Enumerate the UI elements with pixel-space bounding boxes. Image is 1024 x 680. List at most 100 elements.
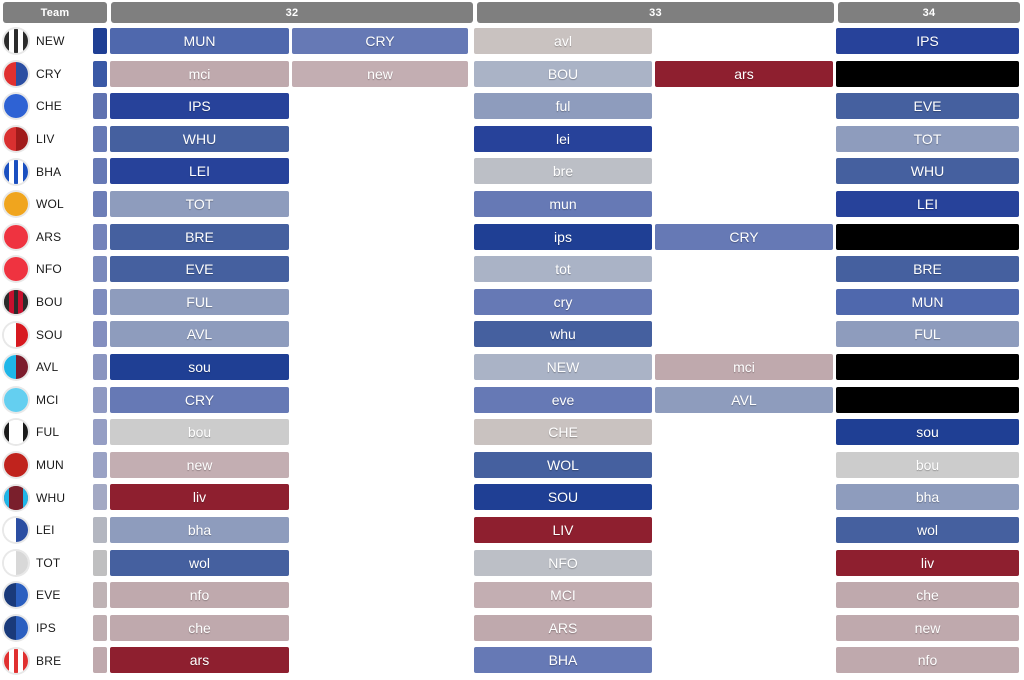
fixture-cell-gw34-primary[interactable]: BRE	[836, 256, 1019, 283]
fixture-cell-gw33-secondary[interactable]: AVL	[655, 386, 833, 413]
fixture-cell-gw32-secondary[interactable]: CRY	[292, 28, 468, 54]
fixture-cell-gw34-primary[interactable]: EVE	[836, 93, 1019, 120]
fixture-cell-gw33-primary[interactable]: ARS	[474, 614, 652, 641]
fixture-cell-gw32-primary[interactable]: ars	[110, 647, 289, 674]
badge-stripe	[23, 290, 28, 315]
team-cell-bou[interactable]: BOU	[0, 286, 92, 319]
fixture-cell-gw32-primary[interactable]: liv	[110, 484, 289, 511]
fixture-cell-gw33-primary[interactable]: ful	[474, 93, 652, 120]
fixture-cell-gw34-primary[interactable]: new	[836, 614, 1019, 641]
team-abbr-label: BRE	[36, 653, 62, 668]
fixture-cell-gw34-primary[interactable]	[836, 60, 1019, 87]
team-cell-whu[interactable]: WHU	[0, 481, 92, 514]
team-cell-new[interactable]: NEW	[0, 25, 92, 58]
team-cell-ars[interactable]: ARS	[0, 221, 92, 254]
fixture-cell-gw32-primary[interactable]: CRY	[110, 386, 289, 413]
fixture-cell-gw32-primary[interactable]: bou	[110, 419, 289, 446]
fixture-cell-gw33-secondary[interactable]: CRY	[655, 223, 833, 250]
team-cell-tot[interactable]: TOT	[0, 547, 92, 580]
fixture-cell-gw34-primary[interactable]: wol	[836, 516, 1019, 543]
fixture-cell-gw34-primary[interactable]: IPS	[836, 28, 1019, 54]
fixture-cell-gw33-primary[interactable]: cry	[474, 288, 652, 315]
fixture-cell-gw32-primary[interactable]: sou	[110, 353, 289, 380]
fixture-cell-gw33-primary[interactable]: whu	[474, 321, 652, 348]
fixture-cell-gw34-primary[interactable]: TOT	[836, 125, 1019, 152]
team-cell-che[interactable]: CHE	[0, 90, 92, 123]
team-abbr-label: EVE	[36, 588, 61, 603]
fixture-cell-gw32-primary[interactable]: BRE	[110, 223, 289, 250]
fixture-cell-gw33-primary[interactable]: ips	[474, 223, 652, 250]
fixture-cell-gw32-primary[interactable]: LEI	[110, 158, 289, 185]
fixture-cell-gw33-primary[interactable]: BHA	[474, 647, 652, 674]
fixture-cell-gw34-primary[interactable]	[836, 353, 1019, 380]
fixture-cell-gw32-primary[interactable]: IPS	[110, 93, 289, 120]
fixture-cell-gw32-primary[interactable]: TOT	[110, 190, 289, 217]
header-team[interactable]: Team	[3, 2, 107, 23]
fixture-cell-gw33-primary[interactable]: bre	[474, 158, 652, 185]
fixture-cell-gw32-secondary[interactable]: new	[292, 60, 468, 87]
fixture-cell-gw32-primary[interactable]: new	[110, 451, 289, 478]
fixture-cell-gw34-primary[interactable]: bou	[836, 451, 1019, 478]
fixture-cell-gw33-primary[interactable]: lei	[474, 125, 652, 152]
team-cell-eve[interactable]: EVE	[0, 579, 92, 612]
fixture-cell-gw33-primary[interactable]: mun	[474, 190, 652, 217]
fixture-cell-gw33-secondary[interactable]: ars	[655, 60, 833, 87]
badge-fill	[4, 224, 28, 249]
team-cell-bre[interactable]: BRE	[0, 644, 92, 677]
header-gw-33[interactable]: 33	[477, 2, 834, 23]
team-cell-nfo[interactable]: NFO	[0, 253, 92, 286]
fixture-cell-gw32-primary[interactable]: wol	[110, 549, 289, 576]
team-cell-ful[interactable]: FUL	[0, 416, 92, 449]
fixture-cell-gw32-primary[interactable]: AVL	[110, 321, 289, 348]
difficulty-strip	[93, 321, 107, 348]
fixture-cell-gw33-primary[interactable]: avl	[474, 28, 652, 54]
fixture-cell-gw32-primary[interactable]: che	[110, 614, 289, 641]
fixture-cell-gw34-primary[interactable]: che	[836, 582, 1019, 609]
badge-stripe	[4, 159, 9, 184]
badge-left-half	[4, 518, 16, 543]
fixture-cell-gw32-primary[interactable]: nfo	[110, 582, 289, 609]
fixture-cell-gw33-primary[interactable]: WOL	[474, 451, 652, 478]
fixture-cell-gw32-primary[interactable]: EVE	[110, 256, 289, 283]
fixture-cell-gw34-primary[interactable]: liv	[836, 549, 1019, 576]
fixture-cell-gw34-primary[interactable]: LEI	[836, 190, 1019, 217]
fixture-cell-gw32-primary[interactable]: WHU	[110, 125, 289, 152]
team-abbr-label: SOU	[36, 327, 63, 342]
fixture-cell-gw34-primary[interactable]	[836, 223, 1019, 250]
fixture-cell-gw33-primary[interactable]: MCI	[474, 582, 652, 609]
team-cell-wol[interactable]: WOL	[0, 188, 92, 221]
team-cell-bha[interactable]: BHA	[0, 155, 92, 188]
team-cell-mci[interactable]: MCI	[0, 384, 92, 417]
fixture-cell-gw33-primary[interactable]: tot	[474, 256, 652, 283]
fixture-cell-gw33-primary[interactable]: LIV	[474, 516, 652, 543]
fixture-cell-gw33-primary[interactable]: CHE	[474, 419, 652, 446]
fixture-cell-gw33-primary[interactable]: eve	[474, 386, 652, 413]
badge-right-half	[16, 550, 28, 575]
fixture-cell-gw33-primary[interactable]: SOU	[474, 484, 652, 511]
fixture-cell-gw33-primary[interactable]: NFO	[474, 549, 652, 576]
fixture-cell-gw34-primary[interactable]: MUN	[836, 288, 1019, 315]
fixture-cell-gw34-primary[interactable]: sou	[836, 419, 1019, 446]
header-gw-32[interactable]: 32	[111, 2, 473, 23]
team-cell-ips[interactable]: IPS	[0, 612, 92, 645]
team-abbr-label: LIV	[36, 132, 55, 147]
fixture-cell-gw32-primary[interactable]: mci	[110, 60, 289, 87]
fixture-cell-gw33-primary[interactable]: NEW	[474, 353, 652, 380]
fixture-cell-gw34-primary[interactable]: FUL	[836, 321, 1019, 348]
team-cell-avl[interactable]: AVL	[0, 351, 92, 384]
fixture-cell-gw32-primary[interactable]: MUN	[110, 28, 289, 54]
fixture-cell-gw32-primary[interactable]: bha	[110, 516, 289, 543]
fixture-cell-gw33-primary[interactable]: BOU	[474, 60, 652, 87]
fixture-cell-gw34-primary[interactable]: nfo	[836, 647, 1019, 674]
header-gw-34[interactable]: 34	[838, 2, 1020, 23]
team-cell-sou[interactable]: SOU	[0, 318, 92, 351]
team-cell-mun[interactable]: MUN	[0, 449, 92, 482]
fixture-cell-gw34-primary[interactable]: WHU	[836, 158, 1019, 185]
team-cell-lei[interactable]: LEI	[0, 514, 92, 547]
fixture-cell-gw32-primary[interactable]: FUL	[110, 288, 289, 315]
fixture-cell-gw34-primary[interactable]: bha	[836, 484, 1019, 511]
team-cell-liv[interactable]: LIV	[0, 123, 92, 156]
team-cell-cry[interactable]: CRY	[0, 58, 92, 91]
fixture-cell-gw33-secondary[interactable]: mci	[655, 353, 833, 380]
fixture-cell-gw34-primary[interactable]	[836, 386, 1019, 413]
